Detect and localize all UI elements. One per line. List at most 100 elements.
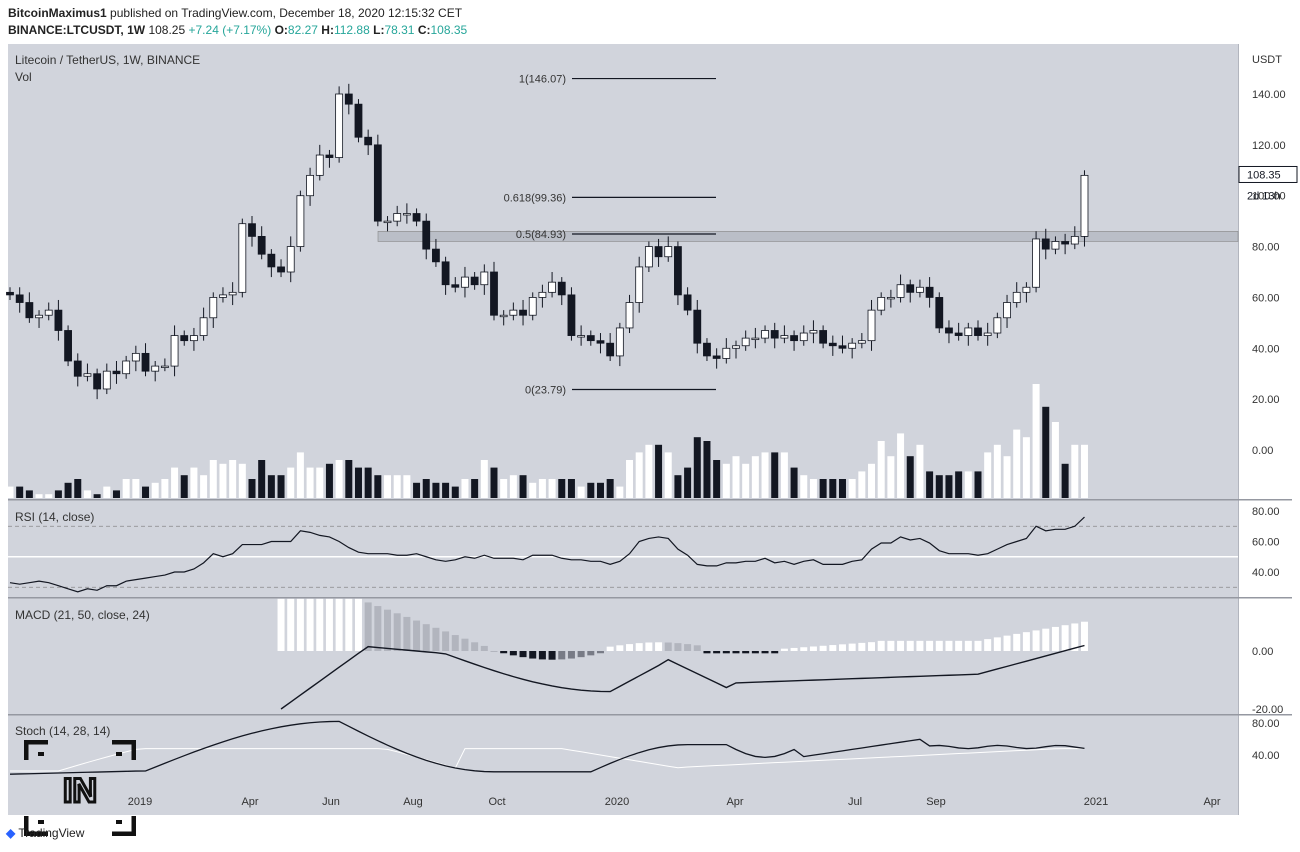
time-axis-label: Apr [726, 796, 743, 808]
volume-bar [74, 479, 82, 498]
macd-histogram-bar [432, 627, 440, 651]
candle-body [1051, 241, 1060, 250]
macd-histogram-bar [848, 643, 856, 651]
macd-histogram-bar [480, 645, 488, 651]
macd-histogram-bar [838, 644, 846, 651]
candle-body [974, 327, 982, 336]
macd-histogram-bar [964, 640, 972, 651]
candle-body [945, 327, 953, 334]
macd-line [280, 644, 1085, 710]
macd-histogram-bar [577, 651, 585, 658]
time-axis-label: Sep [926, 796, 946, 808]
macd-histogram-bar [877, 640, 885, 651]
macd-histogram-bar [809, 646, 817, 651]
symbol[interactable]: BINANCE:LTCUSDT, 1W [8, 23, 146, 37]
rsi-label: RSI (14, close) [15, 510, 94, 524]
candle-body [102, 370, 111, 390]
volume-bar [490, 467, 498, 498]
candle-body [257, 235, 266, 255]
volume-bar [287, 467, 295, 498]
candle-body [335, 93, 344, 158]
publisher-name[interactable]: BitcoinMaximus1 [8, 6, 107, 20]
candle-body [1032, 238, 1040, 288]
macd-histogram-bar [364, 602, 372, 651]
time-axis-label: 2021 [1084, 796, 1108, 808]
time-axis-label: Jul [848, 796, 862, 808]
volume-bar [993, 444, 1001, 498]
volume-bar [93, 494, 101, 498]
macd-histogram-bar [1022, 632, 1030, 651]
candle-body [461, 276, 469, 288]
candle-body [586, 335, 595, 342]
macd-histogram-bar [306, 598, 314, 651]
candle-body [519, 309, 527, 316]
volume-bar [267, 475, 275, 498]
macd-tick-label: -20.00 [1252, 704, 1283, 716]
candle-body [751, 337, 760, 341]
macd-histogram-bar [655, 642, 663, 651]
candle-body [693, 309, 702, 344]
volume-bar [509, 475, 517, 498]
candle-body [557, 281, 566, 296]
svg-text:IN: IN [63, 772, 97, 810]
chart-canvas[interactable]: 140.00 120.00 100.00 80.00 60.00 40.00 20.00 0.… [0, 44, 1300, 816]
volume-bar [238, 463, 246, 498]
volume-bar [64, 482, 72, 498]
macd-histogram-bar [471, 642, 479, 651]
volume-bar [209, 460, 217, 498]
volume-bar [354, 467, 362, 498]
macd-histogram-bar [945, 640, 953, 651]
candle-body [606, 342, 615, 357]
macd-histogram-bar [384, 609, 392, 651]
candle-body [480, 271, 489, 286]
volume-bar [1022, 437, 1030, 498]
candle-body [935, 297, 944, 329]
macd-histogram-bar [345, 598, 353, 651]
macd-histogram-bar [606, 646, 614, 651]
candle-body [441, 261, 450, 286]
candle-body [44, 309, 53, 316]
stoch-tick-label: 40.00 [1252, 750, 1280, 762]
rsi-tick-label: 80.00 [1252, 506, 1280, 518]
macd-histogram-bar [858, 642, 866, 651]
volume-bar [190, 467, 198, 498]
candle-body [596, 340, 605, 344]
time-axis-label: Oct [488, 796, 505, 808]
macd-histogram-bar [1051, 626, 1059, 651]
macd-tick-label: 0.00 [1252, 646, 1273, 658]
volume-bar [1032, 384, 1040, 498]
macd-histogram-bar [751, 651, 759, 654]
candle-body [848, 342, 857, 349]
volume-bar [306, 467, 314, 498]
macd-histogram-bar [926, 640, 934, 651]
macd-histogram-bar [993, 637, 1001, 651]
candle-body [722, 347, 731, 359]
volume-bar [742, 463, 750, 498]
macd-histogram-bar [829, 645, 837, 651]
macd-histogram-bar [422, 624, 430, 651]
candle-body [131, 352, 140, 362]
candle-body [867, 309, 876, 342]
candle-body [151, 365, 160, 372]
candle-body [712, 355, 721, 359]
candle-body [25, 302, 34, 319]
candle-body [248, 223, 256, 237]
macd-histogram-bar [442, 631, 450, 651]
candle-body [73, 360, 82, 377]
candle-body [393, 213, 402, 222]
candle-body [402, 213, 411, 216]
volume-bar [180, 475, 188, 498]
tradingview-logo[interactable]: ◆ TradingView [6, 826, 84, 840]
volume-bar [626, 460, 634, 498]
volume-bar [519, 475, 527, 498]
volume-bar [732, 456, 740, 498]
low-value: 78.31 [384, 23, 415, 37]
volume-bar [16, 486, 24, 498]
macd-label: MACD (21, 50, close, 24) [15, 608, 150, 622]
macd-histogram-bar [887, 640, 895, 651]
candle-body [228, 291, 237, 296]
candle-body [238, 223, 247, 293]
candle-body [35, 314, 43, 319]
volume-bar [229, 460, 237, 498]
macd-histogram-bar [325, 598, 333, 651]
